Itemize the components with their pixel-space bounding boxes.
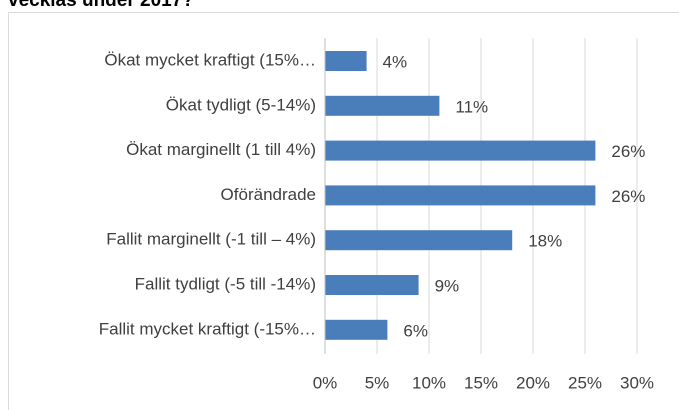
data-label: 9% xyxy=(435,276,460,295)
bar xyxy=(325,95,440,116)
bar xyxy=(325,319,388,340)
data-label: 26% xyxy=(611,187,645,206)
data-label: 4% xyxy=(383,52,408,71)
y-tick-label: Fallit marginellt (-1 till – 4%) xyxy=(106,230,316,249)
y-tick-label: Ökat tydligt (5-14%) xyxy=(166,95,316,114)
data-label: 18% xyxy=(528,232,562,251)
x-tick-label: 15% xyxy=(464,373,498,392)
chart-title: vecklas under 2017? xyxy=(8,0,194,11)
y-tick-label: Oförändrade xyxy=(221,185,316,204)
data-label: 6% xyxy=(403,321,428,340)
data-label: 26% xyxy=(611,142,645,161)
bar xyxy=(325,230,513,251)
data-label: 11% xyxy=(455,97,488,116)
x-tick-label: 5% xyxy=(365,373,390,392)
y-tick-label: Fallit tydligt (-5 till -14%) xyxy=(135,274,316,293)
x-tick-label: 0% xyxy=(313,373,338,392)
bar xyxy=(325,185,596,206)
y-tick-label: Ökat marginellt (1 till 4%) xyxy=(126,140,316,159)
y-tick-label: Fallit mycket kraftigt (-15%… xyxy=(99,319,316,338)
bar xyxy=(325,51,367,71)
x-tick-label: 10% xyxy=(412,373,446,392)
x-tick-label: 25% xyxy=(568,373,602,392)
chart-border xyxy=(8,12,679,410)
bar xyxy=(325,140,596,161)
x-tick-label: 20% xyxy=(516,373,550,392)
y-tick-label: Ökat mycket kraftigt (15%… xyxy=(104,50,316,69)
bar xyxy=(325,275,419,295)
x-tick-label: 30% xyxy=(620,373,654,392)
